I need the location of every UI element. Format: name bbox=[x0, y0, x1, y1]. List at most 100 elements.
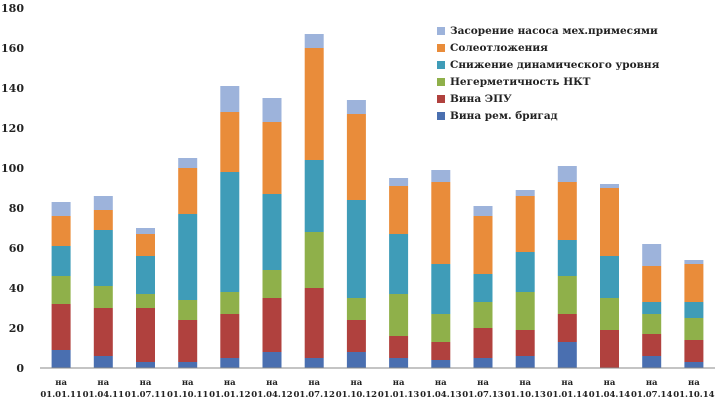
bar-segment bbox=[389, 234, 409, 294]
bar-segment bbox=[220, 172, 240, 292]
bar-segment bbox=[93, 308, 113, 356]
bar-segment bbox=[642, 356, 662, 368]
bar-segment bbox=[431, 264, 451, 314]
bar-segment bbox=[557, 342, 577, 368]
bar-segment bbox=[262, 194, 282, 270]
x-tick-label: 01.01.14 bbox=[547, 390, 588, 400]
x-tick-label: на bbox=[477, 378, 489, 388]
bar-segment bbox=[51, 304, 71, 350]
bar-segment bbox=[557, 240, 577, 276]
bar-segment bbox=[136, 256, 155, 294]
bar-segment bbox=[262, 352, 282, 368]
bar-segment bbox=[220, 314, 240, 358]
legend-swatch bbox=[437, 27, 445, 35]
bar-segment bbox=[220, 358, 240, 368]
bar-segment bbox=[642, 244, 662, 266]
bar-segment bbox=[473, 358, 493, 368]
legend-label: Вина ЭПУ bbox=[450, 93, 512, 105]
bar-segment bbox=[304, 160, 324, 232]
bar-segment bbox=[431, 314, 451, 342]
bar-segment bbox=[684, 362, 704, 368]
x-tick-label: 01.01.12 bbox=[209, 390, 250, 400]
bar-segment bbox=[515, 252, 535, 292]
x-tick-label: 01.10.14 bbox=[673, 390, 714, 400]
x-tick-label: на bbox=[351, 378, 363, 388]
x-tick-label: на bbox=[308, 378, 320, 388]
bar-segment bbox=[93, 286, 113, 308]
x-tick-label: 01.10.11 bbox=[167, 390, 208, 400]
y-tick-label: 20 bbox=[9, 322, 25, 335]
y-tick-label: 80 bbox=[9, 202, 25, 215]
x-tick-label: на bbox=[519, 378, 531, 388]
x-tick-label: 01.04.14 bbox=[589, 390, 630, 400]
bar-segment bbox=[473, 328, 493, 358]
bar-segment bbox=[220, 86, 240, 112]
y-tick-label: 160 bbox=[1, 42, 24, 55]
legend-swatch bbox=[437, 78, 445, 86]
bar-segment bbox=[642, 314, 662, 334]
bar-segment bbox=[684, 340, 704, 362]
bar-segment bbox=[51, 202, 71, 216]
bar-segment bbox=[346, 100, 366, 114]
bar-segment bbox=[600, 298, 619, 330]
bar-segment bbox=[136, 228, 155, 234]
bar-segment bbox=[684, 260, 704, 264]
legend-label: Негерметичность НКТ bbox=[450, 76, 591, 88]
x-tick-label: 01.01.11 bbox=[40, 390, 81, 400]
bar-segment bbox=[220, 292, 240, 314]
y-tick-label: 40 bbox=[9, 282, 25, 295]
legend-label: Вина рем. бригад bbox=[450, 110, 558, 122]
bar-segment bbox=[178, 320, 198, 362]
legend-label: Солеотложения bbox=[450, 42, 548, 54]
x-tick-label: на bbox=[561, 378, 573, 388]
bar-segment bbox=[684, 318, 704, 340]
bar-segment bbox=[346, 298, 366, 320]
bar-segment bbox=[557, 182, 577, 240]
y-tick-label: 140 bbox=[1, 82, 24, 95]
bar-segment bbox=[346, 352, 366, 368]
x-tick-label: 01.04.13 bbox=[420, 390, 461, 400]
bar-segment bbox=[473, 302, 493, 328]
bar-segment bbox=[136, 362, 155, 368]
x-tick-label: на bbox=[688, 378, 700, 388]
x-tick-label: на bbox=[393, 378, 405, 388]
legend-swatch bbox=[437, 112, 445, 120]
bar-segment bbox=[304, 232, 324, 288]
bar-segment bbox=[178, 300, 198, 320]
bar-segment bbox=[389, 178, 409, 186]
bar-segment bbox=[515, 196, 535, 252]
x-tick-label: 01.10.12 bbox=[336, 390, 377, 400]
legend: Засорение насоса мех.примесями Солеотложе… bbox=[437, 25, 660, 122]
y-tick-label: 60 bbox=[9, 242, 25, 255]
bar-segment bbox=[136, 294, 155, 308]
bar-segment bbox=[51, 246, 71, 276]
x-tick-label: на bbox=[55, 378, 67, 388]
bar-segment bbox=[642, 334, 662, 356]
bar-segment bbox=[389, 186, 409, 234]
x-tick-label: на bbox=[97, 378, 109, 388]
bar-segment bbox=[431, 360, 451, 368]
x-tick-label: на bbox=[604, 378, 616, 388]
x-tick-label: на bbox=[266, 378, 278, 388]
x-tick-label: 01.04.12 bbox=[251, 390, 292, 400]
x-tick-label: 01.07.12 bbox=[293, 390, 334, 400]
bar-segment bbox=[557, 276, 577, 314]
bar-segment bbox=[304, 358, 324, 368]
bar-segment bbox=[515, 330, 535, 356]
bar-segment bbox=[600, 330, 619, 368]
x-tick-label: 01.07.11 bbox=[125, 390, 166, 400]
y-tick-label: 180 bbox=[1, 2, 24, 15]
bar-segment bbox=[389, 294, 409, 336]
bar-segment bbox=[389, 358, 409, 368]
bar-segment bbox=[136, 234, 155, 256]
bar-segment bbox=[136, 308, 155, 362]
bar-segment bbox=[346, 114, 366, 200]
bar-segment bbox=[93, 356, 113, 368]
bar-segment bbox=[93, 210, 113, 230]
x-tick-label: 01.07.14 bbox=[631, 390, 672, 400]
bar-segment bbox=[178, 214, 198, 300]
y-tick-label: 0 bbox=[16, 362, 24, 375]
bar-segment bbox=[262, 98, 282, 122]
